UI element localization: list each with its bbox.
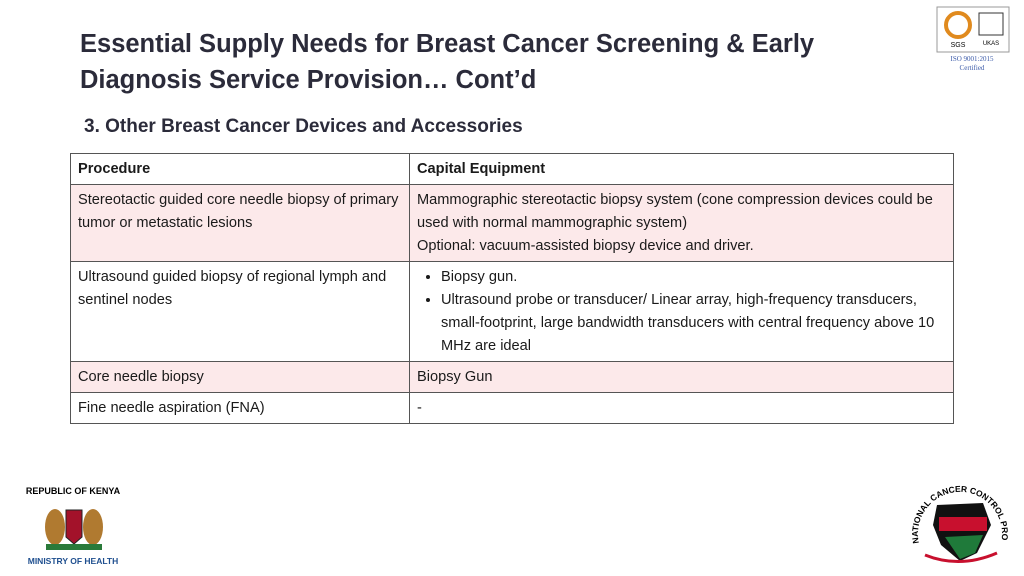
- table-row: Fine needle aspiration (FNA) -: [70, 392, 954, 424]
- procedure-cell: Fine needle aspiration (FNA): [70, 392, 410, 424]
- bullet-item: Ultrasound probe or transducer/ Linear a…: [441, 289, 946, 358]
- table-row: Core needle biopsy Biopsy Gun: [70, 361, 954, 393]
- equipment-cell: Mammographic stereotactic biopsy system …: [409, 184, 954, 262]
- header-row: Procedure Capital Equipment: [70, 153, 954, 185]
- title-line: Diagnosis Service Provision… Cont’d: [80, 66, 537, 94]
- equipment-line: -: [417, 400, 422, 416]
- bullet-list: Biopsy gun.Ultrasound probe or transduce…: [417, 266, 946, 358]
- procedure-cell: Stereotactic guided core needle biopsy o…: [70, 184, 410, 262]
- ground: [46, 544, 102, 550]
- lion: [45, 509, 65, 545]
- shield: [65, 509, 83, 545]
- flag-band: [945, 535, 983, 559]
- title-line: Essential Supply Needs for Breast Cancer…: [80, 30, 815, 58]
- flag-band: [939, 517, 987, 531]
- cert-text: Certified: [960, 64, 985, 72]
- logo-text: MINISTRY OF HEALTH: [28, 556, 119, 566]
- badge: SGS: [951, 42, 966, 49]
- ribbon: [924, 551, 998, 564]
- ukas-mark: [978, 12, 1004, 36]
- nccp-logo: NATIONAL CANCER CONTROL PROGRAM: [905, 465, 1010, 564]
- cert-text: ISO 9001:2015: [951, 55, 994, 63]
- equipment-line: Optional: vacuum-assisted biopsy device …: [417, 238, 754, 254]
- table-row: Ultrasound guided biopsy of regional lym…: [70, 261, 954, 362]
- procedure-cell: Core needle biopsy: [70, 361, 410, 393]
- title: Essential Supply Needs for Breast Cancer…: [80, 26, 814, 98]
- subtitle: 3. Other Breast Cancer Devices and Acces…: [84, 116, 523, 137]
- bullet-item: Biopsy gun.: [441, 266, 946, 289]
- column-header: Capital Equipment: [409, 153, 954, 185]
- equipment-line: Biopsy Gun: [417, 369, 493, 385]
- column-header: Procedure: [70, 153, 410, 185]
- equipment-line: Mammographic stereotactic biopsy system …: [417, 192, 933, 231]
- equipment-cell: Biopsy gun.Ultrasound probe or transduce…: [409, 261, 954, 362]
- logo-text: REPUBLIC OF KENYA: [26, 486, 121, 496]
- badge: UKAS: [983, 41, 999, 47]
- equipment-cell: -: [409, 392, 954, 424]
- table: Procedure Capital Equipment Stereotactic…: [70, 153, 954, 424]
- kenya-logo: REPUBLIC OF KENYA MINISTRY OF HEALTH: [26, 486, 121, 566]
- sgs-mark: [944, 11, 972, 39]
- iso-logo: SGS UKAS ISO 9001:2015 Certified: [936, 6, 1010, 72]
- table-row: Stereotactic guided core needle biopsy o…: [70, 184, 954, 262]
- equipment-cell: Biopsy Gun: [409, 361, 954, 393]
- procedure-cell: Ultrasound guided biopsy of regional lym…: [70, 261, 410, 362]
- lion: [83, 509, 103, 545]
